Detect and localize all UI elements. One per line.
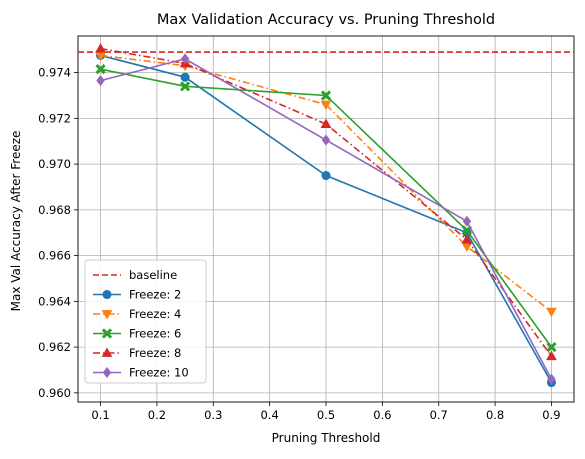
x-axis-label: Pruning Threshold — [272, 431, 381, 445]
legend-marker — [102, 289, 112, 300]
series-point — [546, 341, 557, 353]
series-point — [547, 373, 556, 385]
chart-title: Max Validation Accuracy vs. Pruning Thre… — [157, 12, 495, 28]
y-tick-label: 0.962 — [38, 340, 71, 354]
legend-entry: Freeze: 6 — [93, 327, 181, 341]
legend-marker-stroke — [101, 328, 113, 339]
y-tick-label: 0.974 — [38, 66, 71, 80]
series-point-stroke — [546, 341, 557, 353]
x-tick-label: 0.8 — [486, 408, 504, 422]
series-point-stroke — [179, 81, 191, 92]
legend: baseline Freeze: 2 Freeze: 4 Freeze: 6 Freez… — [84, 259, 207, 384]
y-axis-label: Max Val Accuracy After Freeze — [9, 131, 23, 312]
legend-label: Freeze: 10 — [129, 366, 189, 380]
legend-marker — [102, 366, 112, 379]
y-tick-label: 0.960 — [38, 386, 71, 400]
x-tick-label: 0.4 — [260, 408, 278, 422]
x-tick-label: 0.6 — [373, 408, 391, 422]
legend-label: baseline — [129, 268, 177, 282]
x-tick-label: 0.9 — [542, 408, 560, 422]
series-3 — [95, 64, 557, 353]
legend-entry: Freeze: 4 — [93, 307, 181, 321]
series-point — [461, 234, 473, 244]
series-point-stroke — [320, 90, 332, 101]
series-5 — [96, 53, 556, 385]
plot-frame — [77, 35, 575, 403]
legend-marker — [101, 347, 113, 357]
legend-label: Freeze: 8 — [129, 346, 181, 360]
plot-area — [78, 43, 574, 388]
x-tick-label: 0.2 — [148, 408, 166, 422]
series-point — [96, 75, 105, 87]
series-point — [320, 118, 332, 128]
series-point — [95, 64, 106, 75]
series-point — [180, 53, 190, 65]
legend-marker — [101, 328, 113, 339]
legend-label: Freeze: 4 — [129, 307, 181, 321]
series-point-stroke — [95, 64, 106, 75]
x-tick-label: 0.3 — [204, 408, 222, 422]
series-point — [320, 90, 332, 101]
series-point — [321, 134, 331, 146]
x-tick-label: 0.5 — [317, 408, 335, 422]
series-point — [546, 307, 557, 318]
axes: 0.1 0.2 0.3 0.4 0.5 0.6 0.7 0.8 0.9 0.960 0.962 0.9… — [38, 35, 575, 422]
legend-label: Freeze: 6 — [129, 327, 181, 341]
series-line — [100, 47, 553, 357]
series-point — [321, 170, 331, 181]
y-tick-label: 0.964 — [38, 294, 71, 308]
legend-entry: Freeze: 10 — [93, 366, 189, 380]
y-tick-label: 0.968 — [38, 203, 71, 217]
legend-marker — [101, 310, 113, 320]
x-tick-label: 0.1 — [91, 408, 109, 422]
series-point — [95, 43, 106, 53]
series-point — [180, 72, 190, 82]
series-point — [462, 215, 472, 227]
y-tick-label: 0.972 — [38, 111, 71, 125]
legend-entry: Freeze: 8 — [93, 346, 181, 360]
series-point — [179, 81, 191, 92]
y-tick-label: 0.966 — [38, 249, 71, 263]
y-tick-label: 0.970 — [38, 157, 71, 171]
x-tick-label: 0.7 — [430, 408, 448, 422]
legend-label: Freeze: 2 — [129, 288, 181, 302]
legend-box — [84, 259, 207, 384]
legend-entry: Freeze: 2 — [93, 288, 181, 302]
series-point — [546, 350, 557, 361]
legend-entry: baseline — [93, 268, 177, 282]
series-4 — [95, 43, 557, 361]
series-point — [320, 100, 332, 111]
